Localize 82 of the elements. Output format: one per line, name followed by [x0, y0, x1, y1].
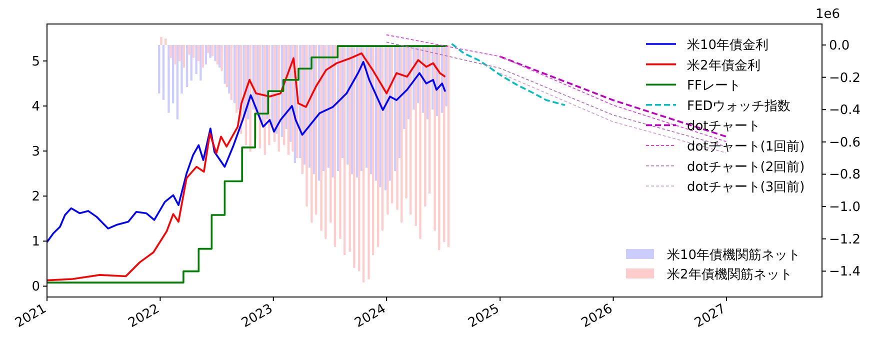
bar	[188, 45, 190, 55]
bar	[180, 45, 183, 94]
bar	[320, 45, 322, 231]
bar	[220, 45, 223, 71]
bar	[368, 45, 370, 280]
bar	[200, 45, 202, 81]
y2-tick-label: −0.6	[829, 135, 861, 150]
bar	[360, 45, 362, 171]
bar	[249, 45, 252, 152]
bar	[419, 45, 422, 239]
bar	[332, 45, 334, 178]
bar	[160, 36, 162, 45]
bar	[172, 45, 174, 104]
bar	[396, 45, 398, 210]
bar	[207, 45, 210, 54]
bar	[209, 45, 212, 58]
bar	[445, 45, 448, 106]
bar	[379, 45, 382, 188]
bar	[339, 45, 342, 239]
legend-label: 米2年債金利	[687, 58, 760, 74]
bar	[214, 45, 216, 62]
bar	[271, 45, 274, 126]
y-tick-label: 4	[32, 99, 40, 114]
bar	[176, 45, 178, 120]
y2-tick-label: −0.2	[829, 70, 861, 86]
bar	[447, 45, 450, 247]
bar	[306, 45, 308, 207]
bar	[434, 45, 436, 231]
bar	[424, 45, 426, 207]
bar	[170, 45, 172, 58]
bar	[190, 45, 192, 81]
bar	[224, 45, 226, 84]
y2-tick-label: −1.4	[829, 264, 861, 280]
legend-label: 米10年債金利	[687, 38, 769, 53]
bar	[262, 45, 264, 123]
legend-label: FFレート	[687, 78, 741, 94]
y2-tick-label: −1.0	[829, 200, 861, 216]
bar	[174, 45, 176, 64]
y-tick-label: 3	[32, 144, 40, 160]
bar	[164, 38, 167, 45]
bar	[158, 45, 160, 94]
bar	[202, 45, 204, 68]
y2-tick-label: 0.0	[829, 38, 850, 54]
y-tick-label: 5	[32, 54, 40, 70]
bar	[192, 45, 195, 58]
bar	[211, 45, 214, 56]
bar	[197, 45, 200, 62]
bar	[228, 45, 230, 94]
bar	[310, 45, 313, 223]
bar	[218, 45, 221, 68]
legend-label: dotチャート(1回前)	[687, 140, 805, 154]
legend-label: FEDウォッチ指数	[687, 98, 791, 114]
bar	[168, 45, 170, 113]
y2-tick-label: −0.4	[829, 103, 861, 118]
y2-tick-label: −0.8	[829, 168, 861, 183]
bar	[256, 45, 259, 116]
legend-label: 米2年債機関筋ネット	[667, 268, 792, 282]
y-tick-label: 2	[32, 190, 40, 205]
y-tick-label: 0	[32, 280, 40, 295]
bar	[299, 45, 302, 158]
bar	[216, 45, 218, 64]
legend-label: dotチャート(3回前)	[687, 180, 805, 196]
bar	[233, 45, 236, 104]
bar	[278, 45, 280, 152]
bar	[230, 45, 232, 100]
bar	[178, 45, 181, 62]
bar	[405, 45, 408, 198]
legend-label: dotチャート(2回前)	[687, 160, 805, 175]
bar	[346, 45, 349, 165]
bar	[353, 45, 356, 268]
bar	[226, 45, 228, 87]
bar	[204, 45, 208, 64]
bar	[195, 45, 198, 74]
legend-label: 米10年債機関筋ネット	[667, 248, 801, 263]
bar	[236, 45, 238, 113]
y-tick-label: 1	[32, 234, 40, 250]
bar	[186, 45, 188, 87]
y2-tick-label: −1.2	[829, 232, 861, 248]
bar	[386, 45, 389, 215]
bar	[182, 45, 186, 68]
text: 1e6	[815, 7, 840, 22]
bar	[238, 45, 240, 110]
